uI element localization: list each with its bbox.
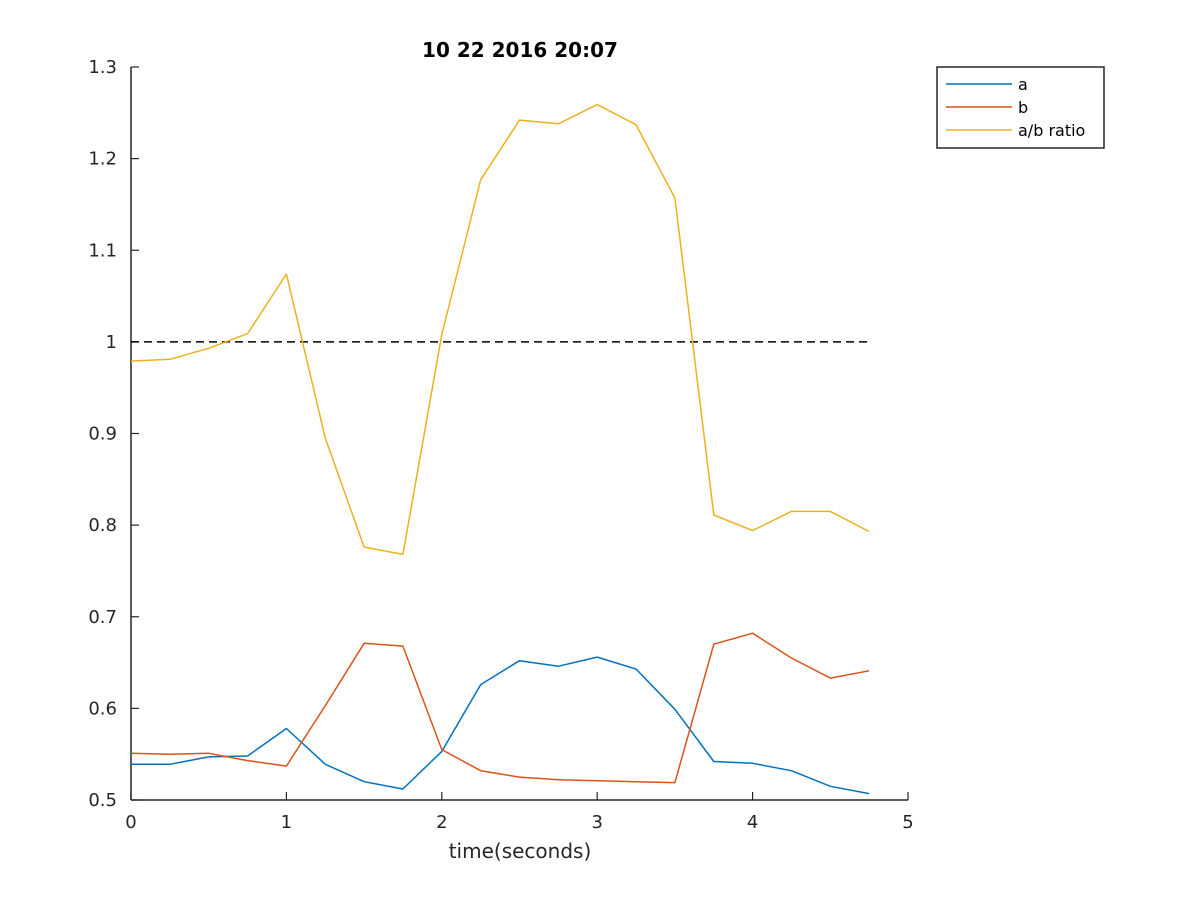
legend: ab a/b ratio (936, 66, 1105, 149)
series-line-a-b-ratio (130, 103, 870, 556)
y-tick-label: 0.7 (88, 607, 117, 628)
y-tick-label: 0.6 (88, 698, 117, 719)
series-line-b (130, 632, 870, 784)
y-tick-label: 1.2 (88, 149, 117, 170)
x-tick-label: 5 (902, 812, 913, 833)
y-tick-label: 0.8 (88, 515, 117, 536)
y-tick-label: 0.9 (88, 424, 117, 445)
y-tick-label: 1.3 (88, 57, 117, 78)
x-tick-label: 4 (747, 812, 758, 833)
x-tick-label: 0 (125, 812, 136, 833)
y-axis-ticks: 0.5 0.6 0.7 0.8 0.9 1 1.1 1.2 1.3 (88, 57, 139, 811)
series-line-a (131, 656, 870, 795)
y-tick-label: 0.5 (88, 790, 117, 811)
legend-label-a: a (1018, 75, 1028, 94)
x-tick-label: 2 (436, 812, 447, 833)
x-tick-label: 1 (281, 812, 292, 833)
legend-items: ab a/b ratio (946, 75, 1085, 140)
x-axis-ticks: 0 1 2 3 4 5 (125, 792, 914, 833)
y-tick-label: 1 (106, 332, 117, 353)
chart-title: 10 22 2016 20:07 (422, 38, 618, 62)
legend-label-a-b-ratio: a/b ratio (1018, 121, 1085, 140)
y-tick-label: 1.1 (88, 240, 117, 261)
x-tick-label: 3 (591, 812, 602, 833)
plot-area: 0 1 2 3 4 5 0.5 0.6 0.7 0.8 0.9 1 1.1 1.2 1.3 (88, 57, 913, 833)
legend-label-b: b (1018, 98, 1028, 117)
series-lines (130, 103, 870, 795)
x-axis-title: time(seconds) (449, 839, 592, 863)
